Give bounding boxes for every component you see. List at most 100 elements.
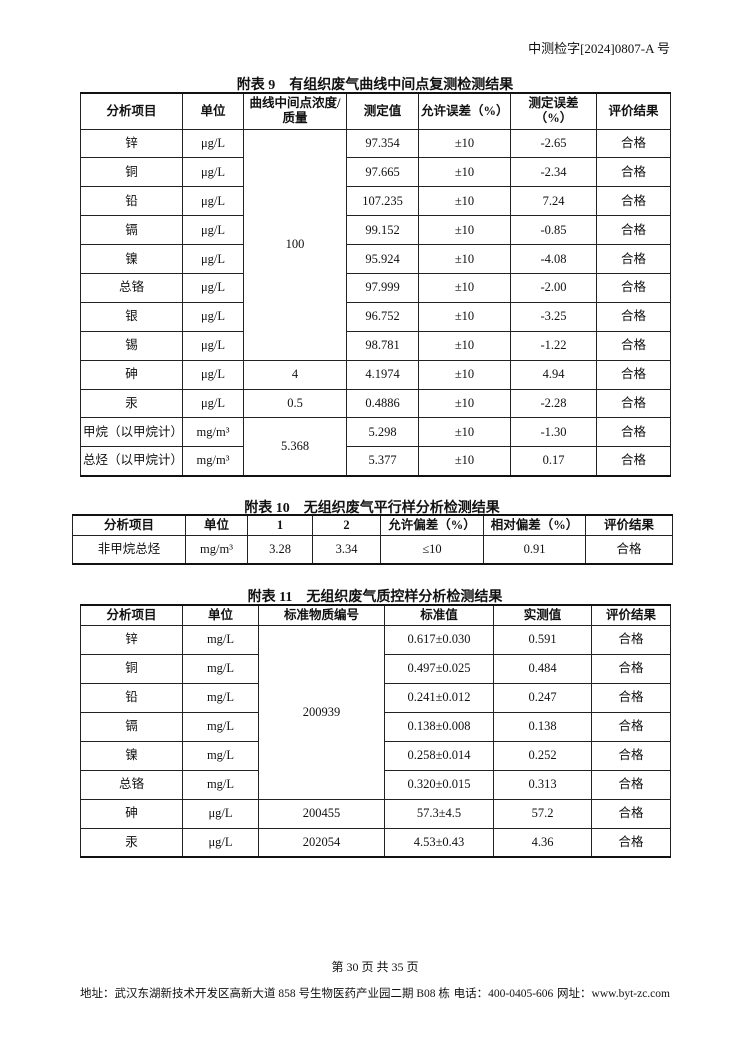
table-cell: 200455 (258, 798, 385, 829)
column-header: 测定值 (346, 92, 419, 130)
table-row: 非甲烷总烃 mg/m³ 3.28 3.34 ≤10 0.91 合格 (72, 534, 673, 565)
table-cell: 镍 (80, 244, 183, 274)
table-cell: 锌 (80, 128, 183, 159)
footer: 地址：武汉东湖新技术开发区高新大道 858 号生物医药产业园二期 B08 栋 电… (80, 985, 670, 1001)
table-cell: 总铬 (80, 272, 183, 303)
table-cell: 0.617±0.030 (384, 624, 494, 655)
table-cell: mg/m³ (182, 417, 244, 448)
table-cell: ±10 (418, 186, 511, 217)
table-cell: 0.591 (493, 624, 592, 655)
column-header: 相对偏差（%） (483, 514, 586, 536)
table-cell: 0.258±0.014 (384, 740, 494, 771)
table-cell: 合格 (596, 359, 671, 390)
table-row: 银 μg/L 96.752 ±10 -3.25 合格 (80, 301, 671, 332)
column-header: 实测值 (493, 604, 592, 626)
table-cell: 合格 (591, 653, 671, 684)
column-header: 1 (247, 514, 313, 536)
column-header: 单位 (185, 514, 248, 536)
table-cell: 合格 (591, 682, 671, 713)
table-cell: 总烃（以甲烷计） (80, 446, 183, 477)
table-cell: 合格 (596, 128, 671, 159)
table-cell: 97.354 (346, 128, 419, 159)
table-row: 镉 μg/L 99.152 ±10 -0.85 合格 (80, 215, 671, 246)
table-cell: ±10 (418, 301, 511, 332)
table-cell: 107.235 (346, 186, 419, 217)
table-cell: 汞 (80, 388, 183, 419)
table-cell: 5.377 (346, 446, 419, 477)
table-cell: μg/L (182, 186, 244, 217)
table-cell: 合格 (596, 417, 671, 448)
table-cell: 总铬 (80, 769, 183, 800)
table-cell: ≤10 (380, 534, 484, 565)
table-cell: -1.30 (510, 417, 597, 448)
table-row: 砷 μg/L 200455 57.3±4.5 57.2 合格 (80, 798, 671, 829)
column-header: 评价结果 (585, 514, 673, 536)
table-cell: 合格 (591, 827, 671, 858)
table-row: 锌 μg/L 100 97.354 ±10 -2.65 合格 (80, 128, 671, 361)
table-cell: mg/m³ (185, 534, 248, 565)
table-cell: 合格 (596, 186, 671, 217)
table-cell: -1.22 (510, 330, 597, 361)
table-title: 附表 10 无组织废气平行样分析检测结果 (244, 501, 500, 516)
table-cell: -2.00 (510, 272, 597, 303)
table-cell: 0.241±0.012 (384, 682, 494, 713)
column-header: 单位 (182, 604, 259, 626)
table-row: 甲烷（以甲烷计） mg/m³ 5.368 5.298 ±10 -1.30 合格 (80, 417, 671, 477)
table-row: 总铬 μg/L 97.999 ±10 -2.00 合格 (80, 272, 671, 303)
table-cell: 99.152 (346, 215, 419, 246)
table-cell: 3.34 (312, 534, 381, 565)
table-cell: μg/L (182, 215, 244, 246)
table-cell: 汞 (80, 827, 183, 858)
table-cell: 4.36 (493, 827, 592, 858)
table-cell: 97.665 (346, 157, 419, 188)
data-table: 分析项目 单位 标准物质编号 标准值 实测值 评价结果锌 mg/L 200939 0.617±0… (80, 604, 671, 858)
column-header: 允许偏差（%） (380, 514, 484, 536)
table-cell: 0.5 (243, 388, 347, 419)
table-cell: 合格 (585, 534, 673, 565)
table-cell: 合格 (591, 624, 671, 655)
header-row: 分析项目 单位 1 2 允许偏差（%） 相对偏差（%） 评价结果 (72, 514, 673, 536)
column-header: 分析项目 (72, 514, 186, 536)
table-cell: 镉 (80, 215, 183, 246)
table-cell: 合格 (591, 769, 671, 800)
table-cell: 0.247 (493, 682, 592, 713)
table-cell: mg/m³ (182, 446, 244, 477)
table-cell: 合格 (596, 215, 671, 246)
table-cell: 98.781 (346, 330, 419, 361)
table-cell: -3.25 (510, 301, 597, 332)
table-cell: 铅 (80, 186, 183, 217)
table-cell: μg/L (182, 359, 244, 390)
table-row: 总铬 mg/L 0.320±0.015 0.313 合格 (80, 769, 671, 800)
table-cell: 合格 (596, 244, 671, 274)
header-row: 分析项目 单位 曲线中间点浓度/质量 测定值 允许误差（%） 测定误差（%） 评价结果 (80, 92, 671, 130)
column-header: 测定误差（%） (510, 92, 597, 130)
table-cell: μg/L (182, 301, 244, 332)
column-header: 单位 (182, 92, 244, 130)
table-cell: -0.85 (510, 215, 597, 246)
table-row: 锌 mg/L 200939 0.617±0.030 0.591 合格 (80, 624, 671, 800)
column-header: 标准物质编号 (258, 604, 385, 626)
page-number: 第 30 页 共 35 页 (331, 960, 419, 974)
table-cell: ±10 (418, 157, 511, 188)
column-header: 曲线中间点浓度/质量 (243, 92, 347, 130)
table-cell: ±10 (418, 215, 511, 246)
table-cell: mg/L (182, 769, 259, 800)
table-cell: 镍 (80, 740, 183, 771)
table-cell: 镉 (80, 711, 183, 742)
table-row: 汞 μg/L 202054 4.53±0.43 4.36 合格 (80, 827, 671, 858)
table-cell: ±10 (418, 388, 511, 419)
table-cell: 4.94 (510, 359, 597, 390)
table-cell: 4.53±0.43 (384, 827, 494, 858)
column-header: 评价结果 (596, 92, 671, 130)
table-cell: 砷 (80, 359, 183, 390)
table-cell: 57.3±4.5 (384, 798, 494, 829)
table-cell: 3.28 (247, 534, 313, 565)
table-cell: 4 (243, 359, 347, 390)
table-row: 总烃（以甲烷计） mg/m³ 5.377 ±10 0.17 合格 (80, 446, 671, 477)
table-cell: 银 (80, 301, 183, 332)
table-row: 镍 mg/L 0.258±0.014 0.252 合格 (80, 740, 671, 771)
table-cell: ±10 (418, 244, 511, 274)
table-cell: mg/L (182, 682, 259, 713)
table-cell: 铜 (80, 157, 183, 188)
